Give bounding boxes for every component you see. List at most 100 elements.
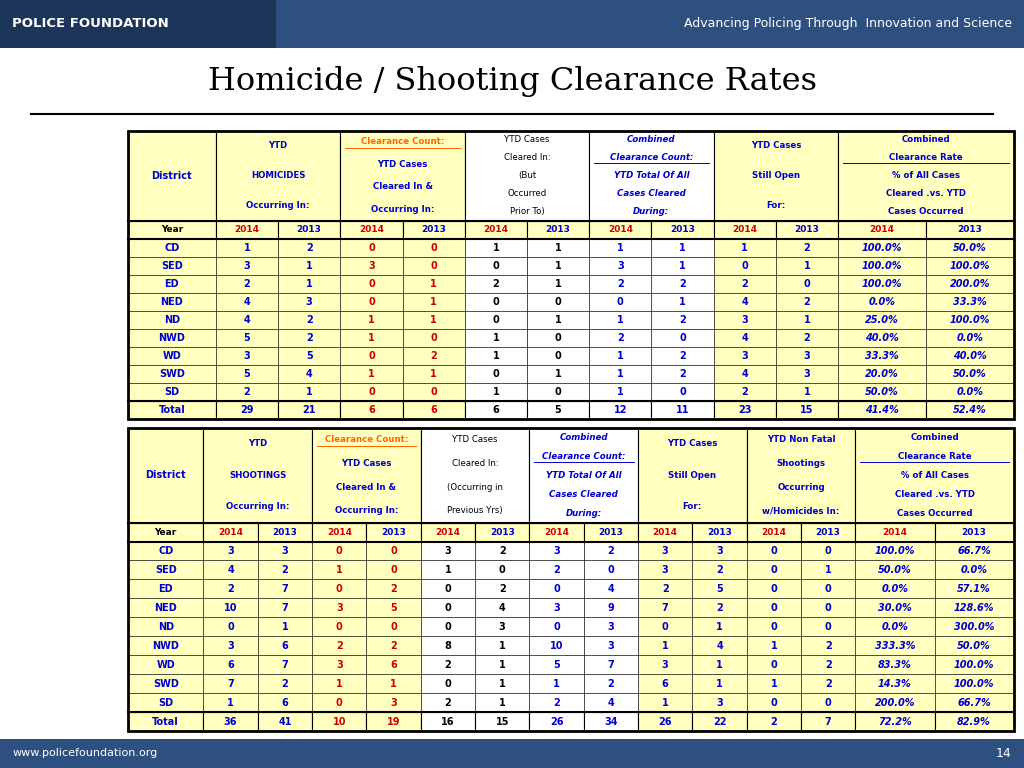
Bar — [746, 712, 801, 731]
Text: Cases Occurred: Cases Occurred — [888, 207, 964, 216]
Bar — [801, 694, 855, 712]
Text: 1: 1 — [770, 679, 777, 689]
Bar — [527, 346, 589, 365]
Text: YTD Cases: YTD Cases — [377, 160, 428, 169]
Text: SD: SD — [165, 386, 179, 396]
Bar — [128, 522, 204, 541]
Bar — [651, 346, 714, 365]
Text: 1: 1 — [555, 260, 561, 270]
Text: 1: 1 — [679, 243, 686, 253]
Text: 1: 1 — [553, 679, 560, 689]
Bar — [926, 274, 1014, 293]
Bar — [926, 382, 1014, 401]
Bar — [651, 365, 714, 382]
Text: 3: 3 — [607, 622, 614, 632]
Text: 7: 7 — [824, 717, 831, 727]
Text: 1: 1 — [716, 660, 723, 670]
Text: 14: 14 — [996, 747, 1012, 760]
Text: District: District — [152, 170, 193, 180]
Text: SED: SED — [155, 565, 176, 575]
Bar — [204, 694, 258, 712]
Bar — [340, 220, 402, 239]
Bar — [589, 346, 651, 365]
Bar — [527, 239, 589, 257]
Bar — [475, 637, 529, 655]
Text: 3: 3 — [306, 296, 312, 306]
Bar — [638, 598, 692, 617]
Text: 1: 1 — [716, 622, 723, 632]
Text: 1: 1 — [679, 260, 686, 270]
Bar — [475, 561, 529, 579]
Text: 2: 2 — [282, 679, 289, 689]
Bar — [421, 655, 475, 674]
Text: 1: 1 — [390, 679, 397, 689]
Text: NED: NED — [155, 603, 177, 613]
Bar — [651, 293, 714, 310]
Text: Cleared In &: Cleared In & — [373, 182, 432, 191]
Text: Occurring In:: Occurring In: — [371, 205, 434, 214]
Bar — [638, 694, 692, 712]
Bar — [279, 220, 340, 239]
Text: Clearance Count:: Clearance Count: — [542, 452, 626, 461]
Text: 1: 1 — [616, 386, 624, 396]
Text: 3: 3 — [227, 641, 234, 650]
Bar — [801, 579, 855, 598]
Text: 0: 0 — [493, 260, 500, 270]
Text: 2: 2 — [716, 565, 723, 575]
Text: 34: 34 — [604, 717, 617, 727]
Text: 2: 2 — [227, 584, 234, 594]
Bar — [475, 541, 529, 561]
Bar — [926, 346, 1014, 365]
Text: 26: 26 — [658, 717, 672, 727]
Text: 0.0%: 0.0% — [882, 622, 908, 632]
Bar — [529, 522, 584, 541]
Text: 5: 5 — [553, 660, 560, 670]
Text: 50.0%: 50.0% — [953, 243, 987, 253]
Text: Cleared .vs. YTD: Cleared .vs. YTD — [886, 189, 966, 198]
Bar — [312, 541, 367, 561]
Text: 1: 1 — [804, 315, 810, 325]
Text: 7: 7 — [607, 660, 614, 670]
Bar — [128, 346, 216, 365]
Bar — [776, 274, 838, 293]
Text: Prior To): Prior To) — [510, 207, 545, 216]
Text: Combined: Combined — [901, 135, 950, 144]
Bar — [128, 274, 216, 293]
Text: 2014: 2014 — [483, 225, 508, 234]
Text: 2: 2 — [616, 279, 624, 289]
Text: 2: 2 — [553, 565, 560, 575]
Bar — [128, 579, 204, 598]
Bar — [714, 310, 776, 329]
Text: Clearance Count:: Clearance Count: — [360, 137, 444, 147]
Text: 0.0%: 0.0% — [956, 386, 983, 396]
Bar — [776, 239, 838, 257]
Bar — [0, 0, 276, 48]
Bar — [714, 220, 776, 239]
Bar — [527, 365, 589, 382]
Bar — [692, 598, 746, 617]
Text: 0: 0 — [804, 279, 810, 289]
Bar — [258, 579, 312, 598]
Bar — [926, 329, 1014, 346]
Text: 0: 0 — [555, 333, 561, 343]
Text: (But: (But — [518, 171, 537, 180]
Bar — [838, 310, 926, 329]
Text: 2: 2 — [741, 279, 749, 289]
Bar — [367, 712, 421, 731]
Bar — [279, 310, 340, 329]
Bar — [638, 522, 692, 541]
Text: Combined: Combined — [627, 135, 676, 144]
Bar — [926, 293, 1014, 310]
Bar — [935, 637, 1014, 655]
Text: 2: 2 — [741, 386, 749, 396]
Text: WD: WD — [163, 350, 181, 360]
Text: SWD: SWD — [153, 679, 178, 689]
Text: Cleared In:: Cleared In: — [452, 458, 499, 468]
Text: Combined: Combined — [559, 432, 608, 442]
Text: Clearance Rate: Clearance Rate — [889, 153, 963, 162]
Bar — [746, 674, 801, 694]
Bar — [935, 712, 1014, 731]
Bar — [746, 541, 801, 561]
Bar — [128, 220, 216, 239]
Bar — [692, 561, 746, 579]
